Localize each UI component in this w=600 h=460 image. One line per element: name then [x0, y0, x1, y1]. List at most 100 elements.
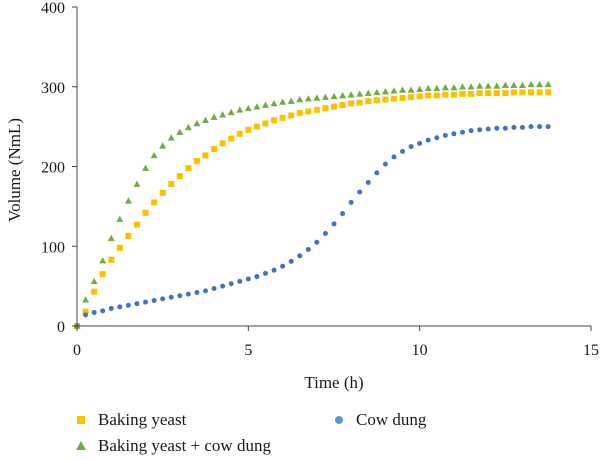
data-point — [159, 189, 166, 196]
data-point — [433, 92, 440, 99]
legend-item-baking-yeast: Baking yeast — [76, 410, 186, 430]
data-point — [279, 114, 286, 121]
series-baking-yeast — [74, 89, 552, 329]
data-point — [434, 135, 440, 141]
data-point — [544, 80, 552, 88]
data-point — [185, 165, 192, 172]
data-point — [91, 309, 97, 315]
y-axis-title: Volume (NmL) — [5, 118, 24, 222]
data-point — [356, 90, 364, 97]
data-point — [416, 93, 423, 100]
data-point — [381, 88, 389, 95]
data-point — [134, 301, 140, 307]
data-point — [476, 90, 483, 97]
data-point — [245, 276, 251, 282]
data-point — [322, 230, 328, 236]
data-point — [390, 87, 398, 94]
data-point — [494, 125, 500, 131]
y-tick-label: 400 — [41, 0, 65, 17]
data-point — [167, 134, 175, 141]
data-point — [100, 308, 106, 314]
data-point — [441, 84, 449, 91]
series-cow-dung — [74, 124, 551, 329]
data-point — [357, 189, 363, 195]
data-point — [203, 288, 208, 294]
data-point — [116, 244, 123, 251]
data-point — [468, 90, 475, 97]
data-point — [261, 101, 269, 108]
data-point — [459, 90, 466, 97]
data-point — [193, 157, 200, 164]
data-point — [485, 90, 492, 97]
data-point — [125, 232, 132, 239]
data-point — [356, 99, 363, 106]
data-point — [442, 91, 449, 98]
data-point — [425, 92, 432, 99]
y-tick-label: 0 — [57, 319, 65, 336]
data-point — [176, 128, 184, 136]
data-point — [262, 120, 269, 127]
data-point — [313, 94, 321, 101]
data-point — [91, 288, 98, 295]
data-point — [177, 293, 183, 299]
data-point — [433, 84, 441, 92]
axes: 0 5 10 15 0 100 200 300 400 — [41, 0, 599, 359]
data-point — [227, 108, 235, 116]
data-point — [211, 145, 218, 152]
data-point — [160, 296, 166, 302]
data-point — [108, 256, 115, 263]
data-point — [408, 144, 414, 150]
data-point — [253, 123, 260, 130]
data-point — [374, 170, 380, 176]
data-point — [211, 286, 217, 292]
data-point — [288, 112, 295, 119]
data-point — [348, 100, 355, 107]
data-point — [400, 148, 406, 154]
data-point — [159, 142, 167, 149]
data-point — [82, 308, 89, 315]
data-point — [184, 123, 192, 131]
x-tick-label: 15 — [583, 342, 599, 359]
data-point — [244, 104, 252, 112]
data-point — [425, 137, 431, 143]
data-point — [297, 253, 303, 259]
data-point — [408, 94, 415, 101]
data-point — [510, 89, 517, 96]
data-point — [236, 130, 243, 137]
data-point — [417, 140, 423, 146]
data-point — [237, 278, 243, 284]
data-point — [536, 80, 544, 88]
data-point — [510, 81, 518, 88]
data-point — [399, 86, 407, 93]
data-point — [271, 267, 277, 273]
data-point — [442, 132, 448, 138]
data-point — [484, 82, 492, 89]
data-point — [331, 221, 337, 227]
data-point — [90, 277, 98, 285]
data-point — [151, 297, 157, 303]
y-tick-label: 200 — [41, 160, 65, 177]
data-point — [270, 99, 278, 107]
x-tick-label: 5 — [244, 342, 252, 359]
x-axis-title: Time (h) — [304, 373, 363, 392]
data-point — [501, 81, 509, 88]
data-point — [254, 274, 260, 280]
data-point — [108, 305, 114, 311]
data-point — [305, 246, 311, 252]
data-point — [467, 83, 475, 90]
data-point — [528, 124, 534, 130]
data-point — [518, 81, 526, 88]
legend-label: Baking yeast + cow dung — [98, 436, 271, 455]
data-point — [202, 116, 209, 124]
legend-item-baking-yeast-cow-dung: Baking yeast + cow dung — [76, 436, 271, 456]
data-point — [364, 89, 372, 96]
data-point — [460, 129, 465, 135]
data-point — [450, 84, 458, 91]
data-point — [502, 90, 509, 97]
data-point — [399, 94, 406, 101]
data-point — [124, 197, 132, 204]
data-point — [313, 106, 320, 113]
data-point — [493, 82, 501, 89]
data-point — [82, 296, 90, 303]
data-point — [228, 281, 234, 287]
